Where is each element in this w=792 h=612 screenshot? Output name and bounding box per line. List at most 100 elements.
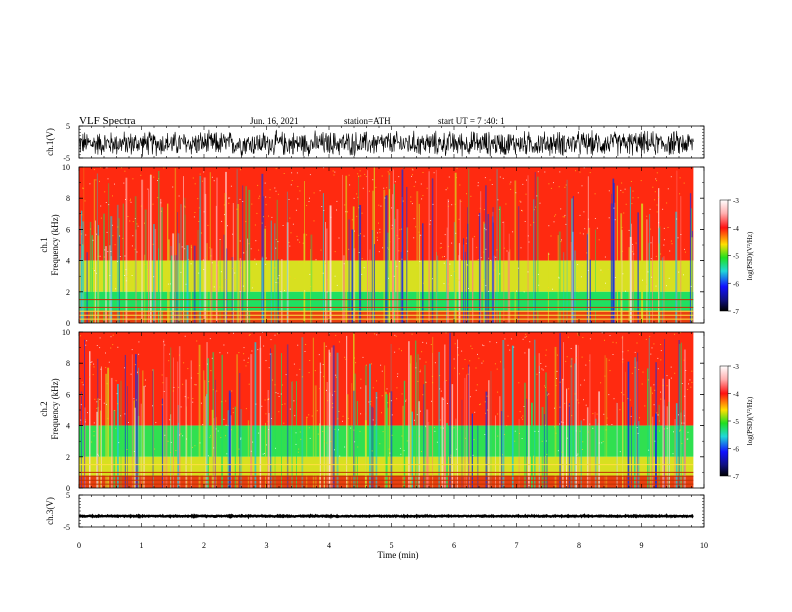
spectral-speckle — [80, 404, 82, 406]
spectral-speckle — [416, 265, 418, 267]
spectral-speckle — [144, 385, 146, 387]
spectral-speckle — [515, 192, 517, 194]
spectral-speckle — [339, 261, 341, 263]
spectral-streak — [396, 209, 399, 323]
spectral-speckle — [666, 385, 668, 387]
spectral-streak — [455, 418, 457, 488]
spectral-streak — [527, 175, 529, 323]
spectral-speckle — [335, 374, 337, 376]
spectral-streak — [80, 391, 82, 488]
spectral-speckle — [124, 275, 125, 276]
spectral-speckle — [172, 186, 174, 188]
spectral-speckle — [510, 291, 512, 293]
spectral-streak — [329, 205, 332, 323]
spectral-speckle — [576, 454, 578, 456]
spectral-speckle — [81, 394, 82, 396]
spectral-speckle — [206, 363, 208, 365]
spectral-speckle — [191, 246, 192, 248]
spectral-speckle — [469, 360, 471, 362]
spectral-speckle — [420, 183, 422, 185]
spectral-speckle — [225, 435, 226, 437]
spectral-streak — [174, 168, 177, 323]
spectral-speckle — [439, 388, 441, 390]
spectral-speckle — [560, 421, 562, 423]
x-tick-label: 0 — [77, 541, 81, 550]
spectral-streak — [663, 405, 665, 488]
spectral-speckle — [198, 221, 200, 222]
spectral-streak — [668, 379, 670, 488]
spectral-speckle — [329, 425, 331, 427]
spectral-speckle — [638, 369, 640, 370]
spectral-speckle — [197, 198, 199, 200]
spectral-speckle — [652, 186, 654, 188]
spectral-speckle — [477, 259, 479, 260]
spectral-speckle — [239, 240, 241, 242]
spectral-speckle — [133, 398, 135, 400]
spectral-streak — [372, 407, 374, 488]
spectral-speckle — [653, 384, 655, 386]
spectral-speckle — [381, 370, 383, 372]
spectral-speckle — [606, 424, 608, 426]
spectral-streak — [239, 258, 242, 323]
spectral-speckle — [118, 442, 120, 444]
spectral-speckle — [602, 441, 604, 442]
spectral-speckle — [313, 192, 315, 194]
spectral-speckle — [316, 410, 318, 412]
spectral-speckle — [514, 440, 516, 442]
colorbar-gradient — [719, 199, 729, 312]
spectral-speckle — [165, 285, 167, 287]
spectral-speckle — [521, 438, 523, 439]
spectral-speckle — [212, 285, 214, 287]
spectral-speckle — [473, 236, 475, 238]
spectral-speckle — [250, 248, 252, 250]
spectral-streak — [436, 251, 437, 323]
spectral-streak — [606, 357, 608, 488]
spectral-streak — [144, 209, 147, 323]
spectral-speckle — [579, 214, 581, 216]
spectral-speckle — [115, 288, 117, 290]
spectral-streak — [423, 384, 425, 488]
spectral-speckle — [583, 419, 585, 421]
spectral-speckle — [589, 360, 591, 362]
spectral-speckle — [347, 211, 348, 213]
spectral-speckle — [670, 240, 672, 242]
spectral-speckle — [363, 235, 365, 237]
spectral-speckle — [577, 286, 578, 288]
spectral-speckle — [289, 245, 291, 247]
ch1-spectrogram-ylabel: Frequency (kHz) — [50, 214, 60, 275]
spectral-speckle — [628, 229, 630, 231]
spectral-speckle — [419, 261, 421, 262]
spectral-streak — [563, 342, 564, 488]
spectral-speckle — [502, 221, 504, 223]
spectral-speckle — [627, 350, 629, 352]
spectral-speckle — [579, 430, 581, 432]
spectral-speckle — [489, 179, 491, 181]
spectral-speckle — [421, 198, 423, 200]
spectral-speckle — [657, 357, 659, 359]
spectral-speckle — [107, 251, 109, 253]
spectral-speckle — [662, 385, 664, 386]
x-tick-label: 7 — [515, 541, 519, 550]
x-tick-label: 10 — [700, 541, 708, 550]
spectral-speckle — [541, 368, 543, 370]
spectral-speckle — [103, 402, 105, 404]
spectral-streak — [658, 404, 661, 488]
spectral-speckle — [395, 335, 397, 337]
spectral-speckle — [114, 244, 116, 246]
spectral-streak — [678, 340, 680, 488]
spectral-streak — [274, 344, 276, 488]
spectral-speckle — [152, 243, 154, 245]
spectral-speckle — [479, 404, 480, 406]
spectral-speckle — [666, 375, 668, 377]
spectral-speckle — [334, 275, 336, 277]
spectral-speckle — [110, 336, 112, 338]
spectral-speckle — [565, 223, 567, 225]
spectral-streak — [108, 183, 110, 323]
spectral-speckle — [90, 228, 92, 230]
spectral-speckle — [570, 348, 572, 349]
spectral-speckle — [545, 386, 546, 388]
spectral-speckle — [656, 204, 658, 206]
spectral-speckle — [344, 446, 346, 448]
spectral-speckle — [457, 347, 459, 349]
y-tick-label: 8 — [66, 359, 70, 368]
